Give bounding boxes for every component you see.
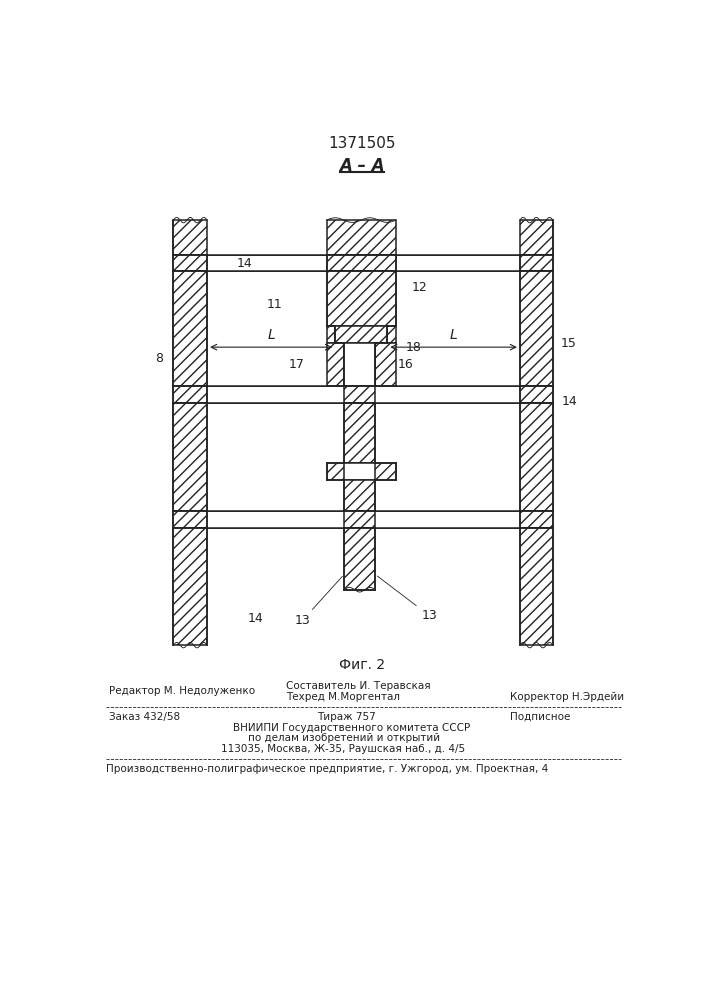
Text: Тираж 757: Тираж 757 xyxy=(317,712,376,722)
Text: Корректор Н.Эрдейи: Корректор Н.Эрдейи xyxy=(510,692,624,702)
Text: Техред М.Моргентал: Техред М.Моргентал xyxy=(286,692,400,702)
Polygon shape xyxy=(344,463,375,480)
Polygon shape xyxy=(520,511,553,528)
Polygon shape xyxy=(173,255,207,271)
Text: 18: 18 xyxy=(406,341,421,354)
Polygon shape xyxy=(520,386,553,403)
Polygon shape xyxy=(520,528,553,645)
Polygon shape xyxy=(344,480,375,511)
Polygon shape xyxy=(520,255,553,271)
Text: 113035, Москва, Ж-35, Раушская наб., д. 4/5: 113035, Москва, Ж-35, Раушская наб., д. … xyxy=(221,744,465,754)
Text: Составитель И. Теравская: Составитель И. Теравская xyxy=(286,681,431,691)
Polygon shape xyxy=(344,386,375,403)
Text: L: L xyxy=(450,328,457,342)
Polygon shape xyxy=(173,271,207,386)
Polygon shape xyxy=(520,403,553,511)
Text: Подписное: Подписное xyxy=(510,712,570,722)
Text: 13: 13 xyxy=(294,576,342,627)
Text: 8: 8 xyxy=(156,352,163,365)
Text: 14: 14 xyxy=(248,612,264,625)
Text: ВНИИПИ Государственного комитета СССР: ВНИИПИ Государственного комитета СССР xyxy=(233,723,470,733)
Polygon shape xyxy=(344,528,375,590)
Polygon shape xyxy=(327,343,344,386)
Text: 1371505: 1371505 xyxy=(328,136,396,151)
Polygon shape xyxy=(387,326,396,343)
Text: 14: 14 xyxy=(236,257,252,270)
Text: A – A: A – A xyxy=(339,157,385,175)
Text: по делам изобретений и открытий: по делам изобретений и открытий xyxy=(248,733,440,743)
Text: 17: 17 xyxy=(288,358,305,371)
Polygon shape xyxy=(327,326,335,343)
Polygon shape xyxy=(375,343,396,386)
Polygon shape xyxy=(327,271,396,326)
Polygon shape xyxy=(520,220,553,255)
Polygon shape xyxy=(344,403,375,463)
Polygon shape xyxy=(173,511,207,528)
Text: 11: 11 xyxy=(267,298,283,311)
Polygon shape xyxy=(327,255,396,271)
Text: Фиг. 2: Фиг. 2 xyxy=(339,658,385,672)
Polygon shape xyxy=(173,220,207,255)
Polygon shape xyxy=(335,326,387,343)
Polygon shape xyxy=(173,386,207,403)
Polygon shape xyxy=(520,271,553,386)
Polygon shape xyxy=(344,343,375,386)
Polygon shape xyxy=(173,403,207,511)
Polygon shape xyxy=(327,220,396,255)
Text: Редактор М. Недолуженко: Редактор М. Недолуженко xyxy=(110,686,255,696)
Polygon shape xyxy=(173,528,207,645)
Polygon shape xyxy=(344,511,375,528)
Text: 14: 14 xyxy=(561,395,577,408)
Text: L: L xyxy=(267,328,275,342)
Text: Заказ 432/58: Заказ 432/58 xyxy=(110,712,180,722)
Text: Производственно-полиграфическое предприятие, г. Ужгород, ум. Проектная, 4: Производственно-полиграфическое предприя… xyxy=(105,764,548,774)
Polygon shape xyxy=(327,463,396,480)
Text: 15: 15 xyxy=(561,337,577,350)
Text: 12: 12 xyxy=(411,281,428,294)
Text: 16: 16 xyxy=(398,358,414,371)
Text: 13: 13 xyxy=(378,576,437,622)
